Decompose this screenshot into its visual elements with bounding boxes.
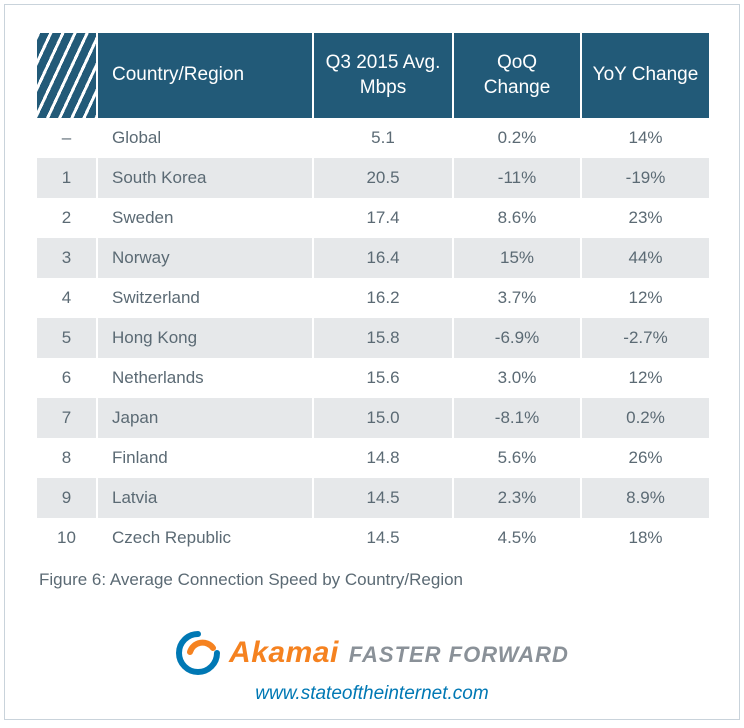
cell-yoy: 14% (581, 118, 709, 158)
cell-country: Czech Republic (97, 518, 313, 558)
cell-country: South Korea (97, 158, 313, 198)
cell-rank: 6 (37, 358, 97, 398)
brand-name: Akamai (229, 636, 339, 670)
table-row: 10 Czech Republic 14.5 4.5% 18% (37, 518, 709, 558)
cell-qoq: 15% (453, 238, 581, 278)
brand-url: www.stateoftheinternet.com (5, 683, 739, 705)
cell-yoy: -19% (581, 158, 709, 198)
table-row: 3 Norway 16.4 15% 44% (37, 238, 709, 278)
logo-row: Akamai FASTER FORWARD (175, 630, 569, 676)
cell-yoy: 18% (581, 518, 709, 558)
cell-yoy: 44% (581, 238, 709, 278)
table-row: 9 Latvia 14.5 2.3% 8.9% (37, 478, 709, 518)
header-mbps: Q3 2015 Avg. Mbps (313, 33, 453, 118)
cell-country: Japan (97, 398, 313, 438)
cell-rank: 8 (37, 438, 97, 478)
logo-wordmark: Akamai FASTER FORWARD (229, 636, 569, 670)
table-row: 5 Hong Kong 15.8 -6.9% -2.7% (37, 318, 709, 358)
cell-mbps: 16.2 (313, 278, 453, 318)
cell-yoy: 8.9% (581, 478, 709, 518)
cell-rank: 1 (37, 158, 97, 198)
cell-country: Finland (97, 438, 313, 478)
figure-caption: Figure 6: Average Connection Speed by Co… (5, 558, 739, 590)
cell-country: Netherlands (97, 358, 313, 398)
cell-yoy: 26% (581, 438, 709, 478)
akamai-swirl-icon (175, 630, 221, 676)
cell-rank: 10 (37, 518, 97, 558)
cell-yoy: 23% (581, 198, 709, 238)
table-row: 4 Switzerland 16.2 3.7% 12% (37, 278, 709, 318)
cell-qoq: 4.5% (453, 518, 581, 558)
cell-mbps: 14.8 (313, 438, 453, 478)
cell-mbps: 15.8 (313, 318, 453, 358)
cell-mbps: 17.4 (313, 198, 453, 238)
cell-rank: 4 (37, 278, 97, 318)
cell-country: Switzerland (97, 278, 313, 318)
table-header-row: Country/Region Q3 2015 Avg. Mbps QoQ Cha… (37, 33, 709, 118)
table-container: Country/Region Q3 2015 Avg. Mbps QoQ Cha… (5, 5, 739, 558)
cell-qoq: 8.6% (453, 198, 581, 238)
cell-yoy: 12% (581, 278, 709, 318)
table-row: – Global 5.1 0.2% 14% (37, 118, 709, 158)
speed-table: Country/Region Q3 2015 Avg. Mbps QoQ Cha… (37, 33, 709, 558)
header-hatch-icon (37, 33, 97, 118)
table-row: 2 Sweden 17.4 8.6% 23% (37, 198, 709, 238)
brand-tagline: FASTER FORWARD (349, 642, 569, 668)
cell-qoq: -8.1% (453, 398, 581, 438)
cell-mbps: 15.0 (313, 398, 453, 438)
cell-qoq: 5.6% (453, 438, 581, 478)
cell-qoq: -6.9% (453, 318, 581, 358)
cell-mbps: 14.5 (313, 478, 453, 518)
cell-yoy: -2.7% (581, 318, 709, 358)
cell-qoq: 3.0% (453, 358, 581, 398)
cell-qoq: -11% (453, 158, 581, 198)
cell-mbps: 5.1 (313, 118, 453, 158)
table-row: 7 Japan 15.0 -8.1% 0.2% (37, 398, 709, 438)
table-row: 6 Netherlands 15.6 3.0% 12% (37, 358, 709, 398)
cell-qoq: 0.2% (453, 118, 581, 158)
figure-card: Country/Region Q3 2015 Avg. Mbps QoQ Cha… (4, 4, 740, 720)
table-row: 1 South Korea 20.5 -11% -19% (37, 158, 709, 198)
branding-block: Akamai FASTER FORWARD www.stateoftheinte… (5, 630, 739, 705)
cell-mbps: 14.5 (313, 518, 453, 558)
cell-rank: 3 (37, 238, 97, 278)
cell-yoy: 0.2% (581, 398, 709, 438)
cell-qoq: 2.3% (453, 478, 581, 518)
header-qoq: QoQ Change (453, 33, 581, 118)
cell-rank: – (37, 118, 97, 158)
cell-mbps: 16.4 (313, 238, 453, 278)
cell-country: Hong Kong (97, 318, 313, 358)
cell-rank: 2 (37, 198, 97, 238)
cell-country: Sweden (97, 198, 313, 238)
cell-rank: 5 (37, 318, 97, 358)
cell-country: Global (97, 118, 313, 158)
cell-rank: 7 (37, 398, 97, 438)
cell-rank: 9 (37, 478, 97, 518)
cell-yoy: 12% (581, 358, 709, 398)
cell-qoq: 3.7% (453, 278, 581, 318)
table-row: 8 Finland 14.8 5.6% 26% (37, 438, 709, 478)
cell-mbps: 20.5 (313, 158, 453, 198)
cell-country: Norway (97, 238, 313, 278)
header-country: Country/Region (97, 33, 313, 118)
cell-mbps: 15.6 (313, 358, 453, 398)
cell-country: Latvia (97, 478, 313, 518)
header-yoy: YoY Change (581, 33, 709, 118)
